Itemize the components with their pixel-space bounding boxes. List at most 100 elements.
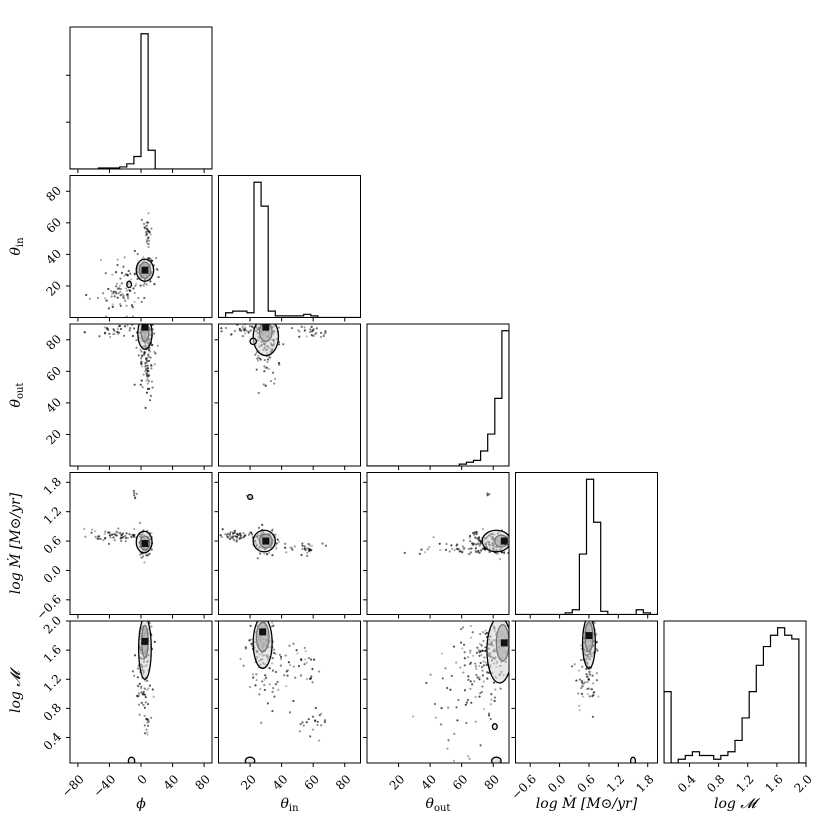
sample-point <box>577 692 580 695</box>
sample-point <box>144 369 147 372</box>
sample-point <box>118 531 122 534</box>
sample-point <box>136 252 139 256</box>
sample-point <box>283 674 286 677</box>
sample-point <box>154 352 157 355</box>
sample-point <box>133 533 136 537</box>
sample-point <box>453 548 456 552</box>
sample-point <box>511 547 513 549</box>
sample-point <box>138 713 141 716</box>
sample-point <box>479 661 482 665</box>
x-tick-label: −80 <box>59 772 87 800</box>
sample-point <box>142 691 145 694</box>
sample-point <box>259 318 261 320</box>
sample-point <box>512 551 514 553</box>
sample-point <box>511 535 513 537</box>
x-axis-label-phi: ϕ <box>136 796 146 812</box>
sample-point <box>140 218 143 221</box>
density-peak <box>141 324 149 331</box>
sample-point <box>119 304 122 308</box>
sample-point <box>142 284 145 287</box>
sample-point <box>275 547 278 550</box>
y-axis-label-log_mdot: log Ṁ [M⊙/yr] <box>6 492 24 594</box>
sample-point <box>478 551 481 554</box>
x-axis-label-theta_out: θout <box>426 796 451 814</box>
sample-point <box>519 536 521 538</box>
sample-point <box>126 324 129 327</box>
sample-point <box>213 540 215 542</box>
sample-point <box>144 372 147 375</box>
sample-point <box>119 303 122 306</box>
sample-point <box>587 678 590 681</box>
sample-point <box>490 698 493 701</box>
sample-point <box>426 548 429 551</box>
sample-point <box>579 658 583 662</box>
density-contour <box>244 756 256 763</box>
sample-point <box>150 343 153 347</box>
sample-point <box>221 528 224 531</box>
sample-point <box>317 670 321 673</box>
sample-point <box>144 361 147 365</box>
sample-point <box>136 277 139 281</box>
sample-point <box>264 674 267 677</box>
density-peak <box>141 637 149 645</box>
sample-point <box>224 326 228 330</box>
sample-point <box>276 310 278 312</box>
sample-point <box>150 532 153 535</box>
sample-point <box>119 294 122 297</box>
sample-point <box>150 380 154 383</box>
sample-point <box>300 325 303 328</box>
sample-point <box>137 692 141 695</box>
sample-point <box>147 320 149 322</box>
sample-point <box>474 720 477 723</box>
sample-point <box>233 329 236 332</box>
sample-point <box>303 326 306 329</box>
sample-point <box>251 673 255 676</box>
sample-point <box>272 651 276 655</box>
sample-point <box>505 596 507 598</box>
sample-point <box>234 535 238 538</box>
sample-point <box>129 327 132 330</box>
sample-point <box>521 664 523 666</box>
sample-point <box>507 618 509 620</box>
sample-point <box>124 299 127 302</box>
sample-point <box>148 230 151 233</box>
sample-point <box>133 491 136 495</box>
sample-point <box>440 652 444 655</box>
sample-point <box>145 283 148 286</box>
sample-point <box>292 699 295 703</box>
sample-point <box>261 680 264 683</box>
sample-point <box>241 334 244 338</box>
sample-point <box>133 273 136 276</box>
sample-point <box>493 699 496 703</box>
sample-point <box>113 332 116 336</box>
sample-point <box>247 331 250 334</box>
sample-point <box>249 329 252 333</box>
sample-point <box>237 534 240 537</box>
sample-point <box>490 693 493 696</box>
sample-point <box>479 540 482 543</box>
scatter-panel-phi-log_M <box>66 616 213 767</box>
sample-point <box>144 367 148 370</box>
sample-point <box>150 367 153 370</box>
sample-point <box>143 616 145 618</box>
sample-point <box>238 327 241 331</box>
sample-point <box>149 280 152 283</box>
sample-point <box>472 542 476 545</box>
sample-point <box>265 366 269 369</box>
sample-point <box>479 691 482 695</box>
sample-point <box>96 296 100 300</box>
sample-point <box>132 535 135 538</box>
sample-point <box>231 536 234 539</box>
sample-point <box>299 674 303 677</box>
sample-point <box>471 631 474 634</box>
sample-point <box>153 350 156 353</box>
x-tick-label: 40 <box>161 772 182 793</box>
sample-point <box>301 542 304 545</box>
sample-point <box>206 532 208 534</box>
sample-point <box>131 315 135 318</box>
sample-point <box>143 306 145 308</box>
sample-point <box>146 312 148 314</box>
sample-point <box>271 656 274 660</box>
sample-point <box>592 682 595 685</box>
sample-point <box>493 696 497 699</box>
